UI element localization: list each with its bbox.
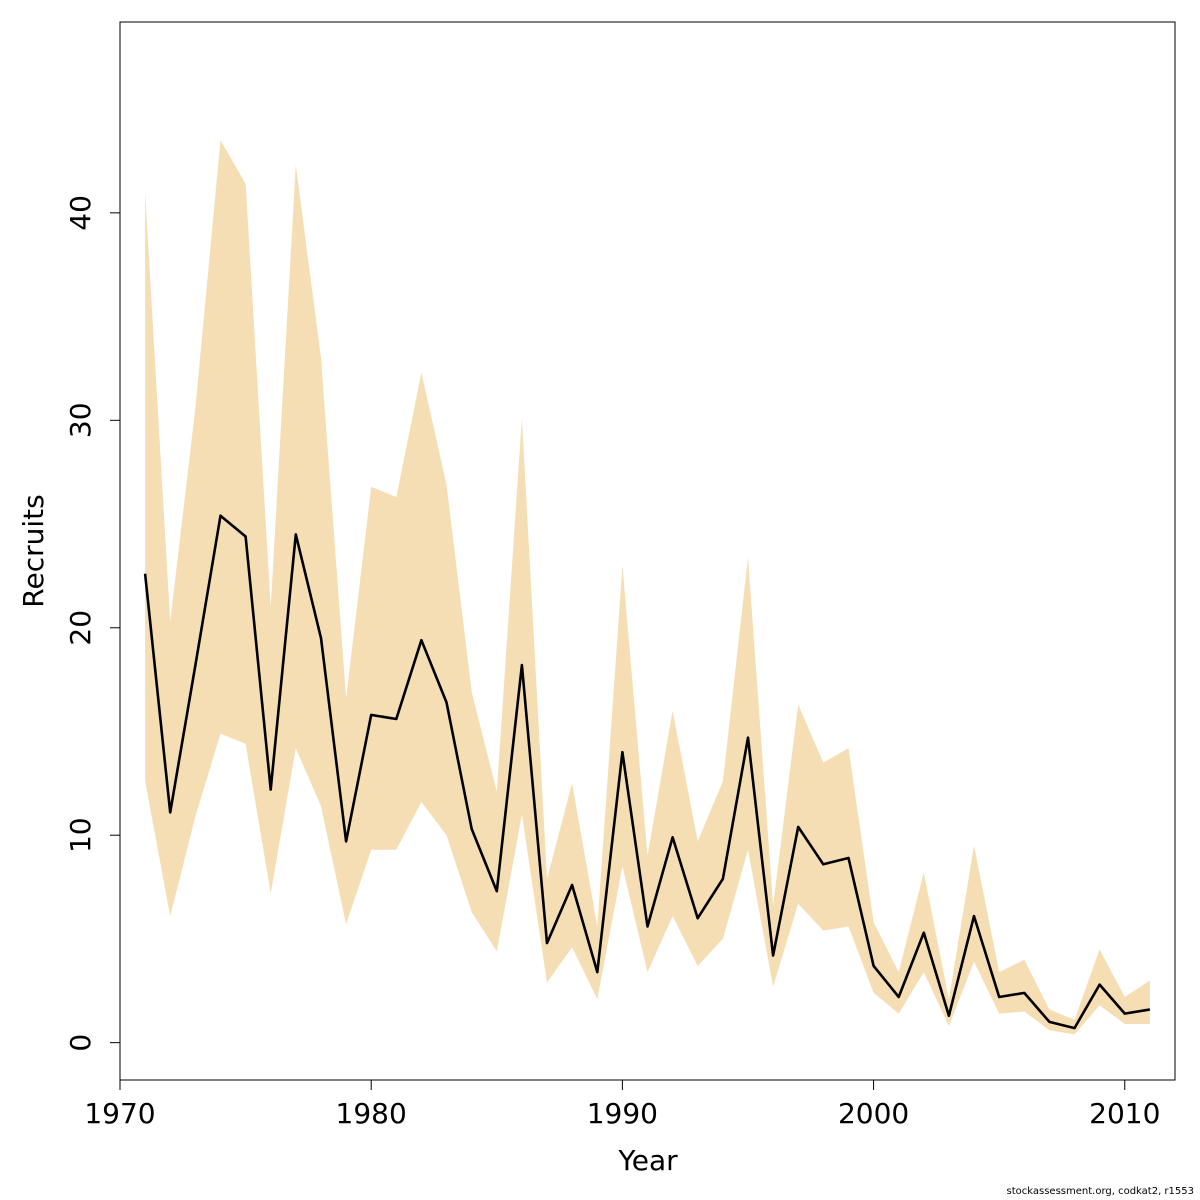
recruits-line-layer bbox=[143, 514, 1151, 1030]
recruits-line bbox=[143, 514, 1151, 1030]
x-tick-label: 1980 bbox=[336, 1097, 407, 1130]
confidence-band bbox=[145, 140, 1150, 1035]
y-tick-label: 10 bbox=[64, 817, 97, 853]
x-tick-label: 2000 bbox=[838, 1097, 909, 1130]
footer-credit: stockassessment.org, codkat2, r1553 bbox=[1006, 1186, 1194, 1197]
x-tick-label: 1990 bbox=[587, 1097, 658, 1130]
x-tick-label: 2010 bbox=[1089, 1097, 1160, 1130]
y-tick-label: 0 bbox=[64, 1034, 97, 1052]
y-tick-label: 40 bbox=[64, 195, 97, 231]
x-axis-title: Year bbox=[617, 1144, 678, 1177]
y-axis-title: Recruits bbox=[17, 494, 50, 607]
y-tick-label: 20 bbox=[64, 610, 97, 646]
x-axis: 1970 1980 1990 2000 2010 bbox=[84, 1079, 1160, 1130]
y-axis: 0 10 20 30 40 bbox=[64, 195, 121, 1052]
x-tick-label: 1970 bbox=[84, 1097, 155, 1130]
confidence-band-layer bbox=[145, 140, 1150, 1035]
y-tick-label: 30 bbox=[64, 402, 97, 438]
